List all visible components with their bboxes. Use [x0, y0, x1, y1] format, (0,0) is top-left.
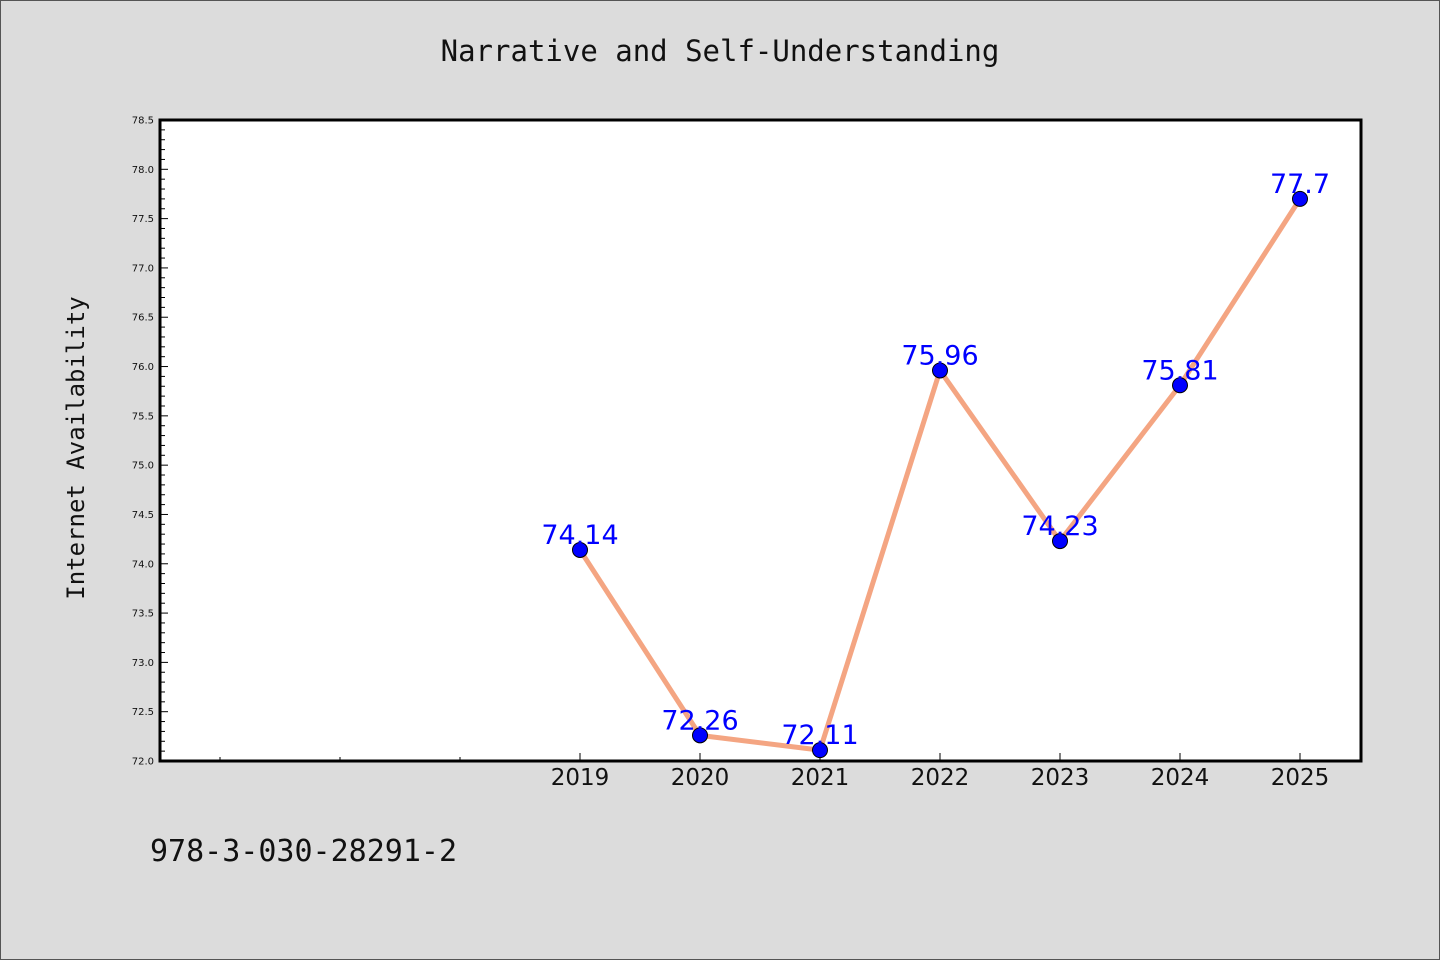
- y-tick-label: 74.5: [132, 510, 154, 521]
- y-tick-label: 72.0: [132, 757, 154, 768]
- data-label: 72.26: [661, 705, 738, 736]
- y-tick-label: 77.0: [132, 263, 154, 274]
- x-tick-label: 2024: [1151, 765, 1210, 791]
- x-axis: 2019 2020 2021 2022 2023 2024 2025: [219, 753, 1330, 791]
- y-tick-label: 72.5: [132, 707, 154, 718]
- data-label-group: 74.14 72.26 72.11 75.96 74.23 75.81 77.7: [541, 169, 1330, 751]
- data-label: 75.81: [1141, 355, 1218, 386]
- footer-isbn: 978-3-030-28291-2: [150, 834, 458, 869]
- data-point-marker: [572, 541, 588, 558]
- plot-area: [158, 118, 1363, 763]
- data-point-marker: [692, 727, 708, 744]
- y-tick-label: 75.5: [132, 411, 154, 422]
- x-tick-label: 2022: [911, 765, 970, 791]
- data-point-marker: [932, 362, 948, 379]
- data-point-marker: [1172, 377, 1188, 394]
- y-axis: 72.0 72.5 73.0 73.5 74.0 74.5 75.0 75.5 76.0 76.5…: [132, 116, 168, 768]
- y-tick-label: 78.0: [132, 165, 154, 176]
- data-label: 72.11: [781, 720, 858, 751]
- y-tick-label: 73.0: [132, 658, 154, 669]
- x-tick-label: 2021: [791, 765, 850, 791]
- y-tick-label: 73.5: [132, 609, 154, 620]
- data-point-marker: [812, 742, 828, 759]
- data-point-marker: [1292, 190, 1308, 207]
- y-tick-label: 76.5: [132, 313, 154, 324]
- x-tick-label: 2023: [1031, 765, 1090, 791]
- x-tick-label: 2020: [671, 765, 730, 791]
- x-tick-label: 2019: [551, 765, 610, 791]
- data-label: 75.96: [901, 340, 978, 371]
- data-label: 77.7: [1270, 169, 1330, 200]
- series-marker-group: [572, 190, 1308, 759]
- x-tick-label: 2025: [1271, 765, 1330, 791]
- y-tick-label: 78.5: [132, 116, 154, 127]
- data-label: 74.23: [1021, 511, 1098, 542]
- data-point-marker: [1052, 533, 1068, 550]
- y-tick-label: 77.5: [132, 214, 154, 225]
- data-label: 74.14: [541, 520, 618, 551]
- y-tick-label: 76.0: [132, 362, 154, 373]
- y-tick-label: 75.0: [132, 461, 154, 472]
- y-tick-label: 74.0: [132, 559, 154, 570]
- chart-title: Narrative and Self-Understanding: [440, 34, 1000, 68]
